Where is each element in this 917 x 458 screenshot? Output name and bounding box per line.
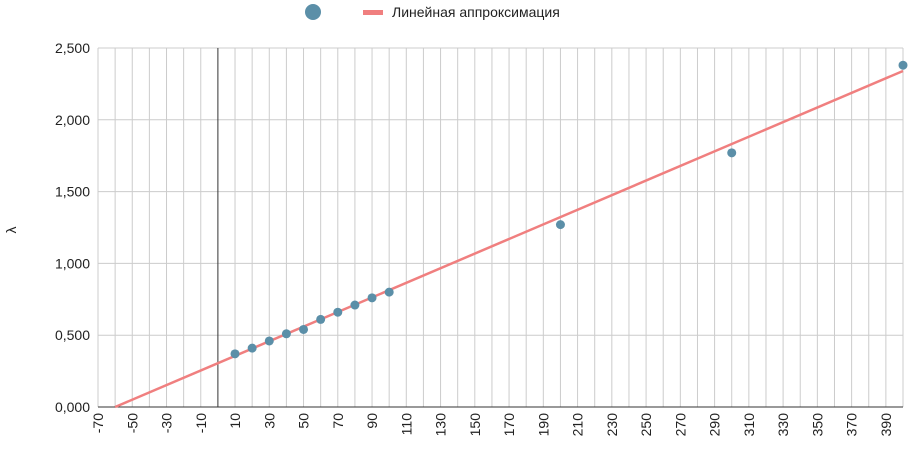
data-point: [281, 329, 291, 339]
marks: [114, 60, 908, 409]
legend-marker-points: [305, 4, 321, 20]
x-tick-label: 230: [604, 413, 620, 437]
legend: Линейная аппроксимация: [305, 4, 560, 20]
x-tick-label: 90: [364, 413, 380, 429]
x-tick-label: -70: [90, 413, 106, 433]
data-point: [727, 148, 737, 158]
x-tick-label: 350: [809, 413, 825, 437]
y-axis-label: λ: [3, 227, 19, 234]
series-line-fit: [114, 69, 904, 409]
x-tick-label: 10: [227, 413, 243, 429]
x-tick-label: 150: [467, 413, 483, 437]
y-tick-label: 2,500: [55, 40, 90, 56]
x-tick-label: 170: [501, 413, 517, 437]
x-tick-label: 270: [672, 413, 688, 437]
data-point: [898, 60, 908, 70]
data-point: [230, 349, 240, 359]
data-point: [264, 336, 274, 346]
x-tick-label: 330: [775, 413, 791, 437]
x-tick-label: -50: [124, 413, 140, 433]
x-tick-label: 190: [535, 413, 551, 437]
data-point: [384, 287, 394, 297]
x-tick-label: 110: [398, 413, 414, 436]
y-tick-label: 0,000: [55, 399, 90, 415]
data-point: [350, 300, 360, 310]
axes: -70 -50 -30 -10 10 30 50 70 90 110 130 150 170 190 210…: [55, 40, 903, 436]
data-point: [247, 343, 257, 353]
y-tick-label: 1,500: [55, 184, 90, 200]
x-tick-label: 30: [261, 413, 277, 429]
x-tick-label: -30: [159, 413, 175, 433]
x-tick-label: 250: [638, 413, 654, 437]
x-tick-label: 290: [707, 413, 723, 437]
x-tick-label: 130: [433, 413, 449, 437]
x-tick-label: 370: [844, 413, 860, 437]
y-tick-label: 0,500: [55, 327, 90, 343]
legend-label-line: Линейная аппроксимация: [392, 4, 560, 20]
x-tick-label: 70: [330, 413, 346, 429]
y-tick-label: 2,000: [55, 112, 90, 128]
legend-marker-line: [363, 10, 383, 15]
data-point: [367, 293, 377, 303]
x-tick-label: -10: [193, 413, 209, 433]
x-tick-label: 210: [570, 413, 586, 437]
y-tick-label: 1,000: [55, 255, 90, 271]
x-tick-label: 310: [741, 413, 757, 437]
data-point: [316, 314, 326, 324]
x-tick-label: 390: [878, 413, 894, 437]
data-point: [299, 324, 309, 334]
data-point: [555, 220, 565, 230]
grid: [97, 47, 904, 408]
x-tick-label: 50: [296, 413, 312, 429]
data-point: [333, 307, 343, 317]
